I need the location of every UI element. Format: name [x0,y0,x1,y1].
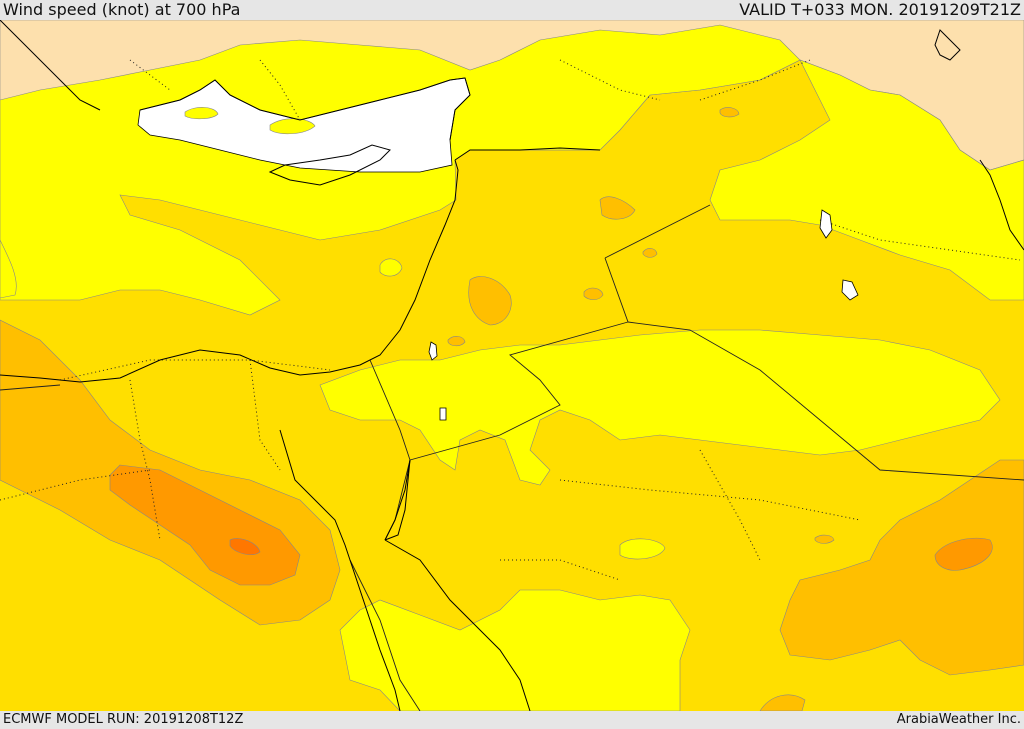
wind-contour-level-2-south [339,589,691,711]
wind-contour-level-4-patch [642,248,658,258]
model-run: ECMWF MODEL RUN: 20191208T12Z [3,712,244,727]
wind-contour-level-6-core [229,538,261,555]
wind-contour-level-5-southwest [109,464,301,586]
wind-contour-level-4-patch [719,107,740,118]
wind-contour-level-2-patch [379,258,403,277]
lake [841,279,859,301]
wind-contour-level-4-patch [583,287,604,300]
wind-contour-level-2-patch [269,118,316,135]
lake [428,341,438,361]
map-title: Wind speed (knot) at 700 hPa [3,0,241,19]
wind-contour-level-2-patch [0,239,17,299]
wind-contour-level-4-southeast [779,459,1024,676]
coastlines [0,20,1024,711]
wind-contour-level-4-patch [447,336,466,347]
valid-time: VALID T+033 MON. 20191209T21Z [739,0,1021,19]
wind-contour-level-4-patch [814,534,835,544]
wind-contour-level-2-patch [619,538,666,560]
credit: ArabiaWeather Inc. [896,712,1021,727]
map-header: Wind speed (knot) at 700 hPa VALID T+033… [0,0,1024,20]
wind-contour-level-5-southeast [934,537,993,571]
country-borders [0,204,1024,711]
wind-contour-level-4-patch [468,276,512,326]
map-footer: ECMWF MODEL RUN: 20191208T12Z ArabiaWeat… [0,711,1024,729]
wind-speed-map [0,20,1024,711]
lake [819,209,833,239]
wind-contour-level-2-central [319,329,1001,486]
wind-contour-level-4-patch [599,196,636,220]
wind-contour-level-2-northeast [709,59,1024,301]
lake [439,407,447,421]
wind-contour-level-4-patch [759,694,806,711]
province-borders [0,59,1021,581]
wind-contour-level-2-patch [184,107,219,120]
